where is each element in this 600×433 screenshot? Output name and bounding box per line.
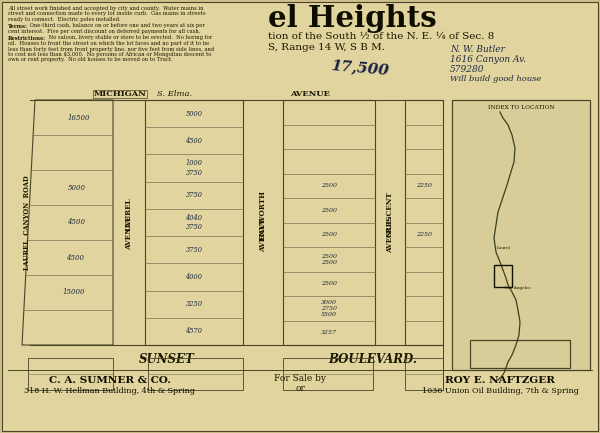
Text: 2500: 2500 — [321, 281, 337, 286]
Text: 4500: 4500 — [185, 137, 203, 145]
Text: 2250: 2250 — [416, 232, 432, 237]
Text: INDEX TO LOCATION: INDEX TO LOCATION — [488, 105, 554, 110]
Text: 2500: 2500 — [321, 208, 337, 213]
Text: 5000: 5000 — [68, 184, 86, 191]
Bar — [452, 100, 590, 370]
Text: or: or — [295, 384, 305, 393]
Text: AVENUE: AVENUE — [259, 217, 267, 252]
Text: 3257: 3257 — [321, 330, 337, 335]
Bar — [145, 100, 243, 345]
Text: HAYWORTH: HAYWORTH — [259, 190, 267, 239]
Text: BOULEVARD.: BOULEVARD. — [329, 353, 418, 366]
Text: Los Angeles: Los Angeles — [505, 286, 530, 290]
Bar — [470, 340, 570, 368]
Text: 4570: 4570 — [185, 327, 203, 336]
Text: Laurel: Laurel — [497, 246, 511, 250]
Text: el Heights: el Heights — [268, 4, 437, 33]
Text: 2250: 2250 — [416, 183, 432, 188]
Text: AVENUE.: AVENUE. — [386, 216, 394, 253]
Text: For Sale by: For Sale by — [274, 374, 326, 383]
Text: 3750: 3750 — [185, 191, 203, 199]
Bar — [283, 100, 375, 345]
Text: less than forty feet from front property line, nor five feet from side lines, an: less than forty feet from front property… — [8, 46, 214, 52]
Text: SUNSET: SUNSET — [139, 353, 194, 366]
Bar — [28, 358, 113, 390]
Text: 3000
2750
5500: 3000 2750 5500 — [321, 300, 337, 317]
Text: cent interest.  Five per cent discount on deferred payments for all cash.: cent interest. Five per cent discount on… — [8, 29, 200, 34]
Text: 4000: 4000 — [185, 273, 203, 281]
Text: 2500: 2500 — [321, 183, 337, 188]
Text: 5000: 5000 — [185, 110, 203, 118]
Text: 4500: 4500 — [67, 219, 85, 226]
Text: 318 H. W. Hellman Building, 4th & Spring: 318 H. W. Hellman Building, 4th & Spring — [25, 387, 196, 395]
Text: LAUREL: LAUREL — [125, 197, 133, 231]
Text: own or rent property.  No old houses to be moved on to Tract.: own or rent property. No old houses to b… — [8, 58, 173, 62]
Text: LAUREL  CANYON  ROAD: LAUREL CANYON ROAD — [23, 175, 31, 270]
Text: 4500: 4500 — [66, 253, 84, 262]
Text: ready to connect.  Electric poles installed.: ready to connect. Electric poles install… — [8, 17, 121, 22]
Text: 3750: 3750 — [185, 246, 203, 254]
Text: All street work finished and accepted by city and county.  Water mains in: All street work finished and accepted by… — [8, 6, 203, 11]
Text: 1036 Union Oil Building, 7th & Spring: 1036 Union Oil Building, 7th & Spring — [422, 387, 578, 395]
Text: No saloon, livery stable or store to be erected.  No boring for: No saloon, livery stable or store to be … — [47, 36, 212, 41]
Text: oil.  Houses to front the street on which the lot faces and no part of it to be: oil. Houses to front the street on which… — [8, 41, 209, 46]
Text: 579280: 579280 — [450, 65, 485, 74]
Text: 4040
3750: 4040 3750 — [185, 214, 203, 231]
Bar — [494, 265, 512, 287]
Text: Restrictions:: Restrictions: — [8, 36, 46, 41]
Text: 17,500: 17,500 — [330, 58, 389, 77]
Text: N. W. Butler: N. W. Butler — [450, 45, 505, 54]
Text: AVENUE: AVENUE — [125, 215, 133, 250]
Text: S, Range 14 W, S B M.: S, Range 14 W, S B M. — [268, 43, 385, 52]
Text: C. A. SUMNER & CO.: C. A. SUMNER & CO. — [49, 376, 171, 385]
Text: 3250: 3250 — [185, 300, 203, 308]
Text: 1000
3750: 1000 3750 — [185, 159, 203, 177]
Text: One-third cash, balance on or before one and two years at six per: One-third cash, balance on or before one… — [28, 23, 205, 29]
Bar — [405, 358, 443, 390]
Bar — [148, 358, 243, 390]
Bar — [283, 358, 373, 390]
Bar — [405, 100, 443, 345]
Text: ROY E. NAFTZGER: ROY E. NAFTZGER — [445, 376, 555, 385]
Text: S. Elma.: S. Elma. — [157, 90, 193, 98]
Text: Terms:: Terms: — [8, 23, 28, 29]
Text: to cost not less than $3,000.  No persons of African or Mongolian descent to: to cost not less than $3,000. No persons… — [8, 52, 211, 57]
Text: MICHIGAN: MICHIGAN — [94, 90, 146, 98]
Text: 16500: 16500 — [67, 113, 90, 122]
Text: 2500
2500: 2500 2500 — [321, 254, 337, 265]
Text: AVENUE: AVENUE — [290, 90, 330, 98]
Text: CRESCENT: CRESCENT — [386, 192, 394, 237]
Text: 2500: 2500 — [321, 232, 337, 237]
Text: Will build good house: Will build good house — [450, 75, 541, 83]
Text: 1616 Canyon Av.: 1616 Canyon Av. — [450, 55, 526, 64]
Text: tion of the South ½ of the N. E. ¼ of Sec. 8: tion of the South ½ of the N. E. ¼ of Se… — [268, 32, 494, 41]
Text: street and connection made to every lot inside curb.  Gas mains in streets: street and connection made to every lot … — [8, 12, 206, 16]
Text: 15000: 15000 — [62, 288, 85, 297]
